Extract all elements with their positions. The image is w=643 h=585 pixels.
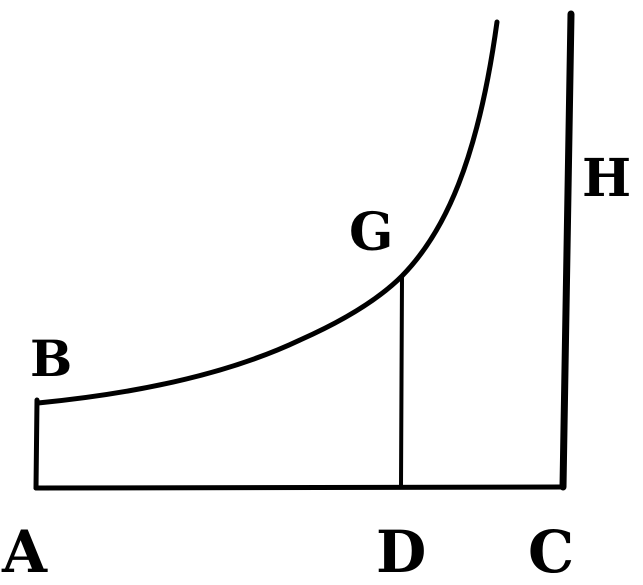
label-h: H <box>582 148 631 209</box>
label-a: A <box>1 518 48 585</box>
asymptote-ch <box>559 10 575 491</box>
label-g: G <box>349 202 393 263</box>
label-b: B <box>30 329 72 388</box>
segment-ab <box>33 397 40 491</box>
label-d: D <box>376 518 426 585</box>
segment-dg <box>399 274 404 489</box>
label-c: C <box>528 518 574 585</box>
baseline-ac <box>33 484 566 491</box>
curve-bg <box>35 19 500 406</box>
